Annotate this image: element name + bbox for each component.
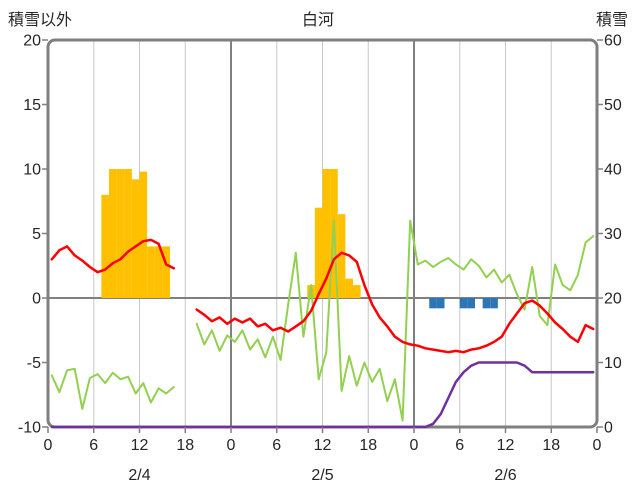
right-axis-tick-label: 20 bbox=[604, 291, 622, 308]
day-label: 2/6 bbox=[494, 467, 516, 484]
orange-bars-bar bbox=[116, 169, 125, 298]
orange-bars-bar bbox=[353, 285, 361, 298]
orange-bars-bar bbox=[147, 246, 155, 298]
orange-bars-bar bbox=[314, 207, 323, 298]
right-axis-tick-label: 60 bbox=[604, 33, 622, 50]
orange-bars-bar bbox=[337, 214, 346, 298]
red-line bbox=[50, 238, 595, 354]
blue-bars-bar bbox=[436, 298, 445, 309]
right-axis-tick-label: 30 bbox=[604, 226, 622, 243]
left-axis-tick-label: 5 bbox=[32, 226, 41, 243]
orange-bars-bar bbox=[154, 246, 163, 298]
orange-bars-bar bbox=[131, 179, 140, 298]
x-axis-tick-label: 18 bbox=[542, 437, 560, 454]
x-axis-tick-label: 12 bbox=[131, 437, 149, 454]
green-line bbox=[50, 219, 595, 422]
day-label: 2/5 bbox=[311, 467, 333, 484]
blue-bars-bar bbox=[459, 298, 468, 309]
x-axis-tick-label: 6 bbox=[455, 437, 464, 454]
x-axis-tick-label: 12 bbox=[314, 437, 332, 454]
left-axis-title: 積雪以外 bbox=[8, 12, 73, 29]
orange-bars-bar bbox=[109, 169, 117, 298]
blue-bars bbox=[429, 298, 498, 309]
blue-bars-bar bbox=[429, 298, 437, 309]
x-axis-tick-label: 0 bbox=[44, 437, 53, 454]
blue-bars-bar bbox=[482, 298, 491, 309]
left-axis-tick-label: 10 bbox=[23, 162, 41, 179]
orange-bars-bar bbox=[345, 278, 354, 298]
x-axis-tick-label: 12 bbox=[497, 437, 515, 454]
left-axis-tick-label: 15 bbox=[23, 97, 41, 114]
orange-bars-bar bbox=[322, 169, 331, 298]
blue-bars-bar bbox=[467, 298, 476, 309]
chart-title: 白河 bbox=[301, 12, 334, 29]
right-axis-tick-label: 10 bbox=[604, 355, 622, 372]
chart-header: 積雪以外 白河 積雪 bbox=[0, 6, 636, 29]
left-axis-tick-label: 0 bbox=[32, 291, 41, 308]
right-axis-tick-label: 40 bbox=[604, 162, 622, 179]
left-axis-tick-label: -5 bbox=[27, 355, 41, 372]
x-axis-tick-label: 18 bbox=[359, 437, 377, 454]
orange-bars bbox=[101, 169, 361, 298]
right-axis-tick-label: 50 bbox=[604, 97, 622, 114]
orange-bars-bar bbox=[124, 169, 132, 298]
right-axis-tick-label: 0 bbox=[604, 420, 613, 437]
right-axis-title: 積雪 bbox=[595, 12, 628, 29]
day-label: 2/4 bbox=[128, 467, 150, 484]
left-axis-tick-label: -10 bbox=[18, 420, 41, 437]
x-axis-tick-label: 0 bbox=[593, 437, 602, 454]
x-axis-tick-label: 6 bbox=[89, 437, 98, 454]
orange-bars-bar bbox=[101, 194, 110, 298]
x-axis-tick-label: 18 bbox=[176, 437, 194, 454]
orange-bars-bar bbox=[139, 171, 148, 298]
left-axis-tick-label: 20 bbox=[23, 33, 41, 50]
x-axis-tick-label: 0 bbox=[410, 437, 419, 454]
x-axis-tick-label: 6 bbox=[272, 437, 281, 454]
blue-bars-bar bbox=[490, 298, 498, 309]
x-axis-tick-label: 0 bbox=[227, 437, 236, 454]
orange-bars-bar bbox=[162, 246, 171, 298]
